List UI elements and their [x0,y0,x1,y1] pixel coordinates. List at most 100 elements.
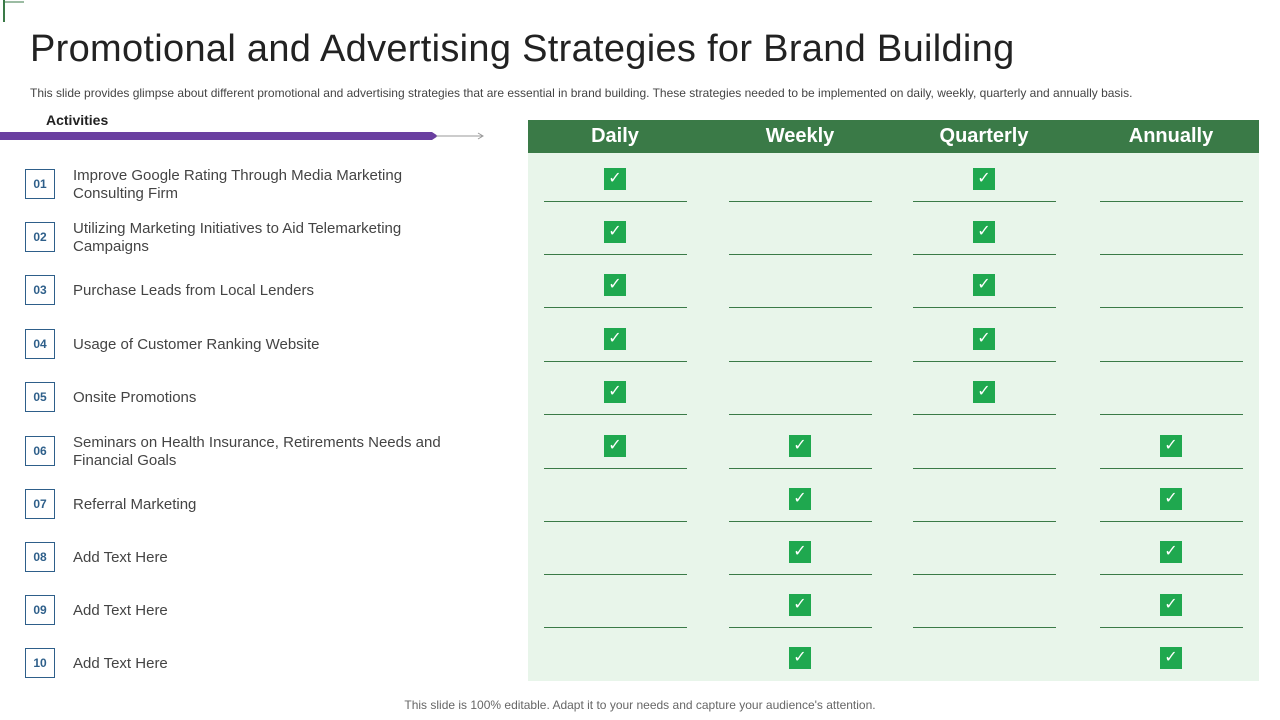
corner-mark [3,0,24,22]
activity-item: 02 Utilizing Marketing Initiatives to Aid… [25,220,465,255]
activity-item: 07 Referral Marketing [25,489,465,521]
page-title: Promotional and Advertising Strategies f… [30,28,1015,70]
activity-number: 02 [25,222,55,252]
column-header-daily: Daily [591,125,639,147]
cell-divider [1100,468,1243,469]
cell-divider [913,307,1056,308]
activity-text: Add Text Here [73,655,168,672]
check-icon: ✓ [789,541,811,563]
cell-divider [913,521,1056,522]
activity-number: 03 [25,275,55,305]
cell-divider [1100,201,1243,202]
check-icon: ✓ [1160,594,1182,616]
cell-divider [729,254,872,255]
footer-note: This slide is 100% editable. Adapt it to… [404,698,876,712]
check-icon: ✓ [604,435,626,457]
cell-divider [1100,574,1243,575]
check-icon: ✓ [789,435,811,457]
activity-text: Improve Google Rating Through Media Mark… [73,167,403,202]
activity-item: 04 Usage of Customer Ranking Website [25,329,465,361]
activities-header: Activities [46,112,109,128]
column-header-weekly: Weekly [765,125,835,147]
cell-divider [729,574,872,575]
cell-divider [544,201,687,202]
cell-divider [913,254,1056,255]
cell-divider [729,361,872,362]
activities-underline-bar [0,132,438,140]
cell-divider [544,627,687,628]
cell-divider [729,627,872,628]
cell-divider [544,521,687,522]
activity-number: 07 [25,489,55,519]
activity-item: 01 Improve Google Rating Through Media Ma… [25,167,465,202]
activity-text: Purchase Leads from Local Lenders [73,282,314,299]
check-icon: ✓ [604,381,626,403]
cell-divider [544,307,687,308]
cell-divider [729,414,872,415]
cell-divider [913,361,1056,362]
check-icon: ✓ [973,328,995,350]
activity-text: Seminars on Health Insurance, Retirement… [73,434,441,469]
cell-divider [544,574,687,575]
check-icon: ✓ [604,328,626,350]
page-subtitle: This slide provides glimpse about differ… [30,86,1133,100]
activity-item: 09 Add Text Here [25,595,465,627]
check-icon: ✓ [789,647,811,669]
table-header: Daily Weekly Quarterly Annually [528,120,1259,153]
activity-text: Usage of Customer Ranking Website [73,336,320,353]
check-icon: ✓ [973,274,995,296]
check-icon: ✓ [1160,541,1182,563]
check-icon: ✓ [1160,647,1182,669]
cell-divider [729,521,872,522]
cell-divider [544,361,687,362]
activity-item: 10 Add Text Here [25,648,465,680]
activity-text: Onsite Promotions [73,389,197,406]
check-icon: ✓ [604,168,626,190]
activity-item: 05 Onsite Promotions [25,382,465,414]
cell-divider [1100,254,1243,255]
cell-divider [729,201,872,202]
cell-divider [913,627,1056,628]
activity-text: Add Text Here [73,549,168,566]
activity-text: Add Text Here [73,602,168,619]
activity-number: 08 [25,542,55,572]
cell-divider [1100,627,1243,628]
activity-number: 10 [25,648,55,678]
cell-divider [913,574,1056,575]
check-icon: ✓ [789,488,811,510]
cell-divider [729,307,872,308]
cell-divider [913,468,1056,469]
check-icon: ✓ [604,221,626,243]
check-icon: ✓ [973,221,995,243]
check-icon: ✓ [789,594,811,616]
cell-divider [1100,307,1243,308]
activity-number: 01 [25,169,55,199]
cell-divider [1100,361,1243,362]
column-header-annually: Annually [1128,125,1214,147]
arrow-right-icon [436,132,484,140]
activity-item: 08 Add Text Here [25,542,465,574]
cell-divider [544,254,687,255]
activity-item: 03 Purchase Leads from Local Lenders [25,275,465,307]
cell-divider [1100,414,1243,415]
check-icon: ✓ [973,168,995,190]
check-icon: ✓ [604,274,626,296]
cell-divider [544,468,687,469]
cell-divider [729,468,872,469]
activity-text: Utilizing Marketing Initiatives to Aid T… [73,220,402,255]
column-header-quarterly: Quarterly [939,125,1029,147]
cell-divider [1100,521,1243,522]
activity-number: 05 [25,382,55,412]
cell-divider [913,201,1056,202]
activity-number: 06 [25,436,55,466]
check-icon: ✓ [1160,488,1182,510]
activity-number: 09 [25,595,55,625]
frequency-table: Daily Weekly Quarterly Annually ✓ ✓ ✓ ✓ ✓ ✓ ✓ ✓ ✓ ✓ ✓… [528,120,1259,681]
cell-divider [544,414,687,415]
activity-item: 06 Seminars on Health Insurance, Retireme… [25,434,465,469]
cell-divider [913,414,1056,415]
activity-text: Referral Marketing [73,496,197,513]
activity-number: 04 [25,329,55,359]
check-icon: ✓ [973,381,995,403]
check-icon: ✓ [1160,435,1182,457]
